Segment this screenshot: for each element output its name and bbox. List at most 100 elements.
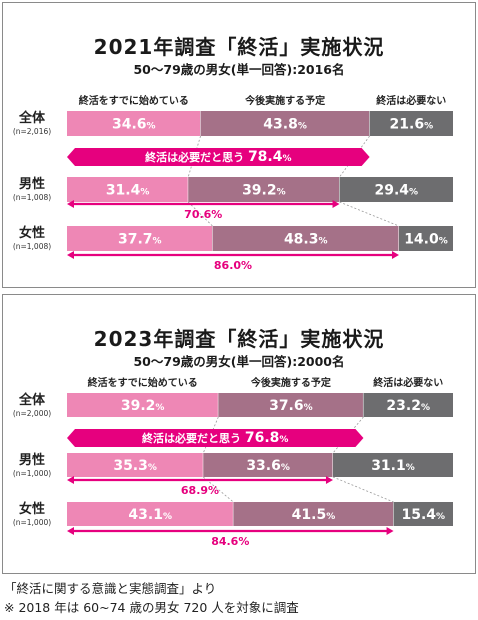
source-note: 「終活に関する意識と実態調査」より (4, 581, 217, 596)
sample-size-label: (n=1,000) (13, 518, 51, 527)
connector-line (187, 201, 213, 227)
bar-segment (393, 502, 453, 526)
chart-subtitle: 50〜79歳の男女(単一回答):2000名 (133, 354, 345, 369)
percent-unit: % (304, 403, 313, 413)
percent-unit: % (140, 188, 149, 198)
data-label: 23.2% (386, 398, 430, 414)
data-label: 21.6% (390, 117, 434, 133)
percent-unit: % (318, 237, 327, 247)
sample-size-label: (n=1,000) (13, 469, 51, 478)
bar-segment (233, 502, 394, 526)
category-label: 女性 (19, 501, 45, 517)
data-label: 48.3% (284, 232, 328, 248)
need-arrow-label: 84.6% (211, 535, 249, 548)
bar-segment (200, 111, 370, 136)
need-arrow-head-left (67, 251, 74, 259)
percent-unit: % (282, 154, 291, 164)
bar-segment (67, 502, 234, 526)
need-arrow-label: 70.6% (184, 208, 222, 221)
bar-segment (339, 177, 453, 202)
bar-segment (188, 177, 340, 202)
need-callout-badge (67, 148, 370, 166)
data-label: 41.5% (292, 507, 336, 523)
data-label: 43.8% (263, 117, 307, 133)
percent-unit: % (147, 122, 156, 132)
percent-unit: % (279, 435, 288, 445)
data-label: 39.2% (121, 398, 165, 414)
need-arrow-label: 86.0% (214, 259, 252, 272)
sample-size-label: (n=2,016) (13, 127, 51, 136)
legend-label: 今後実施する予定 (244, 94, 325, 107)
sample-size-label: (n=1,008) (13, 193, 51, 202)
category-label: 女性 (19, 225, 45, 241)
connector-line (339, 201, 400, 227)
need-arrow-head-right (325, 476, 333, 484)
need-arrow-head-right (391, 251, 399, 259)
data-label: 15.4% (401, 507, 445, 523)
data-label: 14.0% (404, 232, 448, 248)
need-arrow-head-right (386, 527, 394, 535)
need-callout-label: 終活は必要だと思う 76.8% (142, 430, 288, 446)
chart-subtitle: 50〜79歳の男女(単一回答):2016名 (133, 62, 345, 77)
percent-unit: % (436, 512, 445, 522)
bar-segment (363, 393, 453, 417)
percent-unit: % (424, 122, 433, 132)
category-label: 全体 (18, 392, 46, 408)
need-arrow-head-left (67, 527, 74, 535)
need-label: 終活は必要だと思う (145, 150, 248, 164)
percent-unit: % (409, 188, 418, 198)
legend-label: 今後実施する予定 (250, 376, 331, 389)
legend-label: 終活をすでに始めている (88, 376, 198, 389)
bar-segment (369, 111, 453, 136)
percent-unit: % (153, 237, 162, 247)
bar-segment (332, 453, 453, 477)
sample-size-label: (n=1,008) (13, 242, 51, 251)
legend-label: 終活は必要ない (373, 376, 443, 389)
percent-unit: % (406, 463, 415, 473)
data-label: 34.6% (112, 117, 156, 133)
need-callout-badge (67, 429, 364, 447)
need-value: 76.8 (245, 430, 280, 446)
bar-segment (203, 453, 333, 477)
percent-unit: % (163, 512, 172, 522)
data-label: 31.4% (106, 183, 150, 199)
need-arrow-label: 68.9% (181, 484, 219, 497)
need-arrow-head-left (67, 200, 74, 208)
chart-panel-2021: 2021年調査「終活」実施状況 50〜79歳の男女(単一回答):2016名 終活… (2, 2, 476, 288)
percent-unit: % (277, 188, 286, 198)
chart-panel-2023: 2023年調査「終活」実施状況 50〜79歳の男女(単一回答):2000名 終活… (2, 294, 476, 574)
percent-unit: % (439, 237, 448, 247)
bar-segment (67, 393, 219, 417)
percent-unit: % (148, 463, 157, 473)
category-label: 全体 (18, 110, 46, 126)
need-label: 終活は必要だと思う (142, 431, 245, 445)
chart-title: 2023年調査「終活」実施状況 (93, 327, 385, 351)
category-label: 男性 (19, 452, 45, 468)
data-label: 43.1% (128, 507, 172, 523)
percent-unit: % (281, 463, 290, 473)
percent-unit: % (326, 512, 335, 522)
data-label: 39.2% (242, 183, 286, 199)
percent-unit: % (155, 403, 164, 413)
bar-segment (67, 177, 189, 202)
need-arrow-head-right (332, 200, 340, 208)
connector-line (203, 476, 234, 503)
legend-label: 終活は必要ない (376, 94, 446, 107)
bar-segment (67, 111, 201, 136)
data-label: 33.6% (246, 458, 290, 474)
category-label: 男性 (19, 176, 45, 192)
survey-note: ※ 2018 年は 60~74 歳の男女 720 人を対象に調査 (4, 600, 299, 615)
data-label: 31.1% (371, 458, 415, 474)
bar-segment (212, 226, 399, 251)
bar-segment (218, 393, 364, 417)
need-arrow-head-left (67, 476, 74, 484)
chart-title: 2021年調査「終活」実施状況 (93, 35, 385, 59)
percent-unit: % (421, 403, 430, 413)
legend-label: 終活をすでに始めている (79, 94, 189, 107)
percent-unit: % (298, 122, 307, 132)
sample-size-label: (n=2,000) (13, 409, 51, 418)
data-label: 35.3% (113, 458, 157, 474)
data-label: 37.7% (118, 232, 162, 248)
